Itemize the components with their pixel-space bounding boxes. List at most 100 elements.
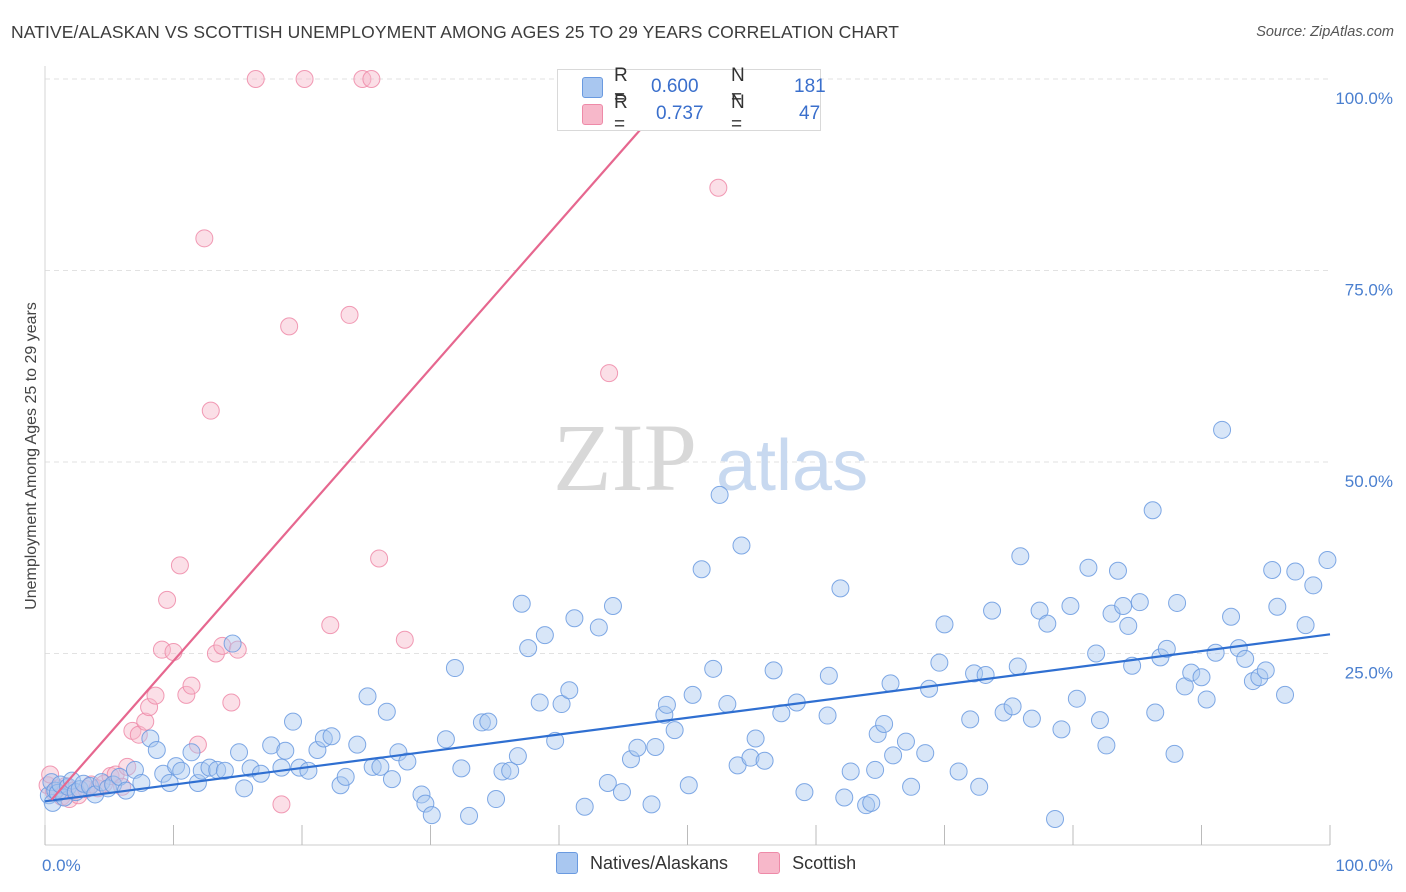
data-point (170, 556, 189, 575)
data-point (1157, 639, 1176, 658)
data-point (884, 746, 903, 765)
data-point (665, 721, 684, 740)
y-tick-label: 100.0% (1335, 89, 1393, 108)
data-point (642, 795, 661, 814)
trend-line-natives (44, 633, 1331, 803)
data-point (295, 69, 314, 88)
data-point (835, 788, 854, 807)
data-point (479, 712, 498, 731)
data-point (746, 729, 765, 748)
data-point (358, 687, 377, 706)
data-point (1119, 616, 1138, 635)
data-point (452, 759, 471, 778)
data-point (140, 698, 159, 717)
data-point (560, 681, 579, 700)
data-point (1165, 744, 1184, 763)
data-point (195, 229, 214, 248)
data-point (422, 806, 441, 825)
legend-r-value: 0.737 (656, 103, 704, 124)
data-point (1011, 547, 1030, 566)
data-point (930, 653, 949, 672)
data-point (862, 793, 881, 812)
data-point (1197, 690, 1216, 709)
data-point (215, 761, 234, 780)
data-point (436, 730, 455, 749)
legend-swatch-natives (582, 76, 603, 98)
data-point (182, 676, 201, 695)
data-point (704, 659, 723, 678)
data-point (230, 743, 249, 762)
data-point (603, 597, 622, 616)
legend-swatch-scottish (582, 103, 603, 125)
legend-r-label: R = (614, 92, 628, 135)
data-point (308, 741, 327, 760)
data-point (508, 747, 527, 766)
data-point (679, 776, 698, 795)
data-point (970, 777, 989, 796)
legend-label-natives: Natives/Alaskans (590, 852, 729, 873)
data-point (136, 712, 155, 731)
data-point (223, 634, 242, 653)
data-point (299, 761, 318, 780)
data-point (416, 794, 435, 813)
data-point (241, 759, 260, 778)
data-point (412, 785, 431, 804)
data-point (1304, 576, 1323, 595)
data-point (493, 762, 512, 781)
watermark-atlas: atlas (716, 426, 868, 506)
data-point (628, 738, 647, 757)
data-point (1052, 720, 1071, 739)
data-point (141, 729, 160, 748)
data-point (348, 735, 367, 754)
data-point (472, 713, 491, 732)
data-point (983, 601, 1002, 620)
data-point (589, 618, 608, 637)
data-point (222, 693, 241, 712)
data-point (1192, 668, 1211, 687)
data-point (1114, 597, 1133, 616)
data-point (1222, 607, 1241, 626)
data-point (487, 790, 506, 809)
data-point (201, 401, 220, 420)
data-point (146, 686, 165, 705)
y-tick-label: 50.0% (1345, 472, 1393, 491)
data-point (147, 741, 166, 760)
legend-r-value: 0.600 (651, 76, 699, 97)
data-point (1038, 614, 1057, 633)
data-point (1250, 668, 1269, 687)
legend-item-natives[interactable]: Natives/Alaskans (556, 852, 728, 874)
data-point (764, 661, 783, 680)
data-point (709, 178, 728, 197)
data-point (445, 659, 464, 678)
data-point (276, 741, 295, 760)
data-point (1296, 616, 1315, 635)
data-point (552, 695, 571, 714)
data-point (741, 748, 760, 767)
legend-n-label: N = (731, 65, 745, 108)
data-point (1097, 736, 1116, 755)
data-point (818, 706, 837, 725)
scottish-points (38, 69, 728, 814)
data-point (535, 626, 554, 645)
data-point (177, 685, 196, 704)
legend-n-value: 181 (794, 76, 826, 97)
data-point (1087, 644, 1106, 663)
data-point (125, 760, 144, 779)
data-point (382, 770, 401, 789)
data-point (1046, 809, 1065, 828)
data-point (1008, 657, 1027, 676)
data-point (612, 783, 631, 802)
data-point (692, 560, 711, 579)
legend-item-scottish[interactable]: Scottish (758, 852, 856, 874)
data-point (657, 695, 676, 714)
data-point (598, 773, 617, 792)
data-point (1067, 689, 1086, 708)
data-point (896, 732, 915, 751)
data-point (710, 485, 729, 504)
data-point (188, 735, 207, 754)
data-point (1079, 558, 1098, 577)
data-point (1182, 663, 1201, 682)
data-point (362, 69, 381, 88)
data-point (1276, 685, 1295, 704)
